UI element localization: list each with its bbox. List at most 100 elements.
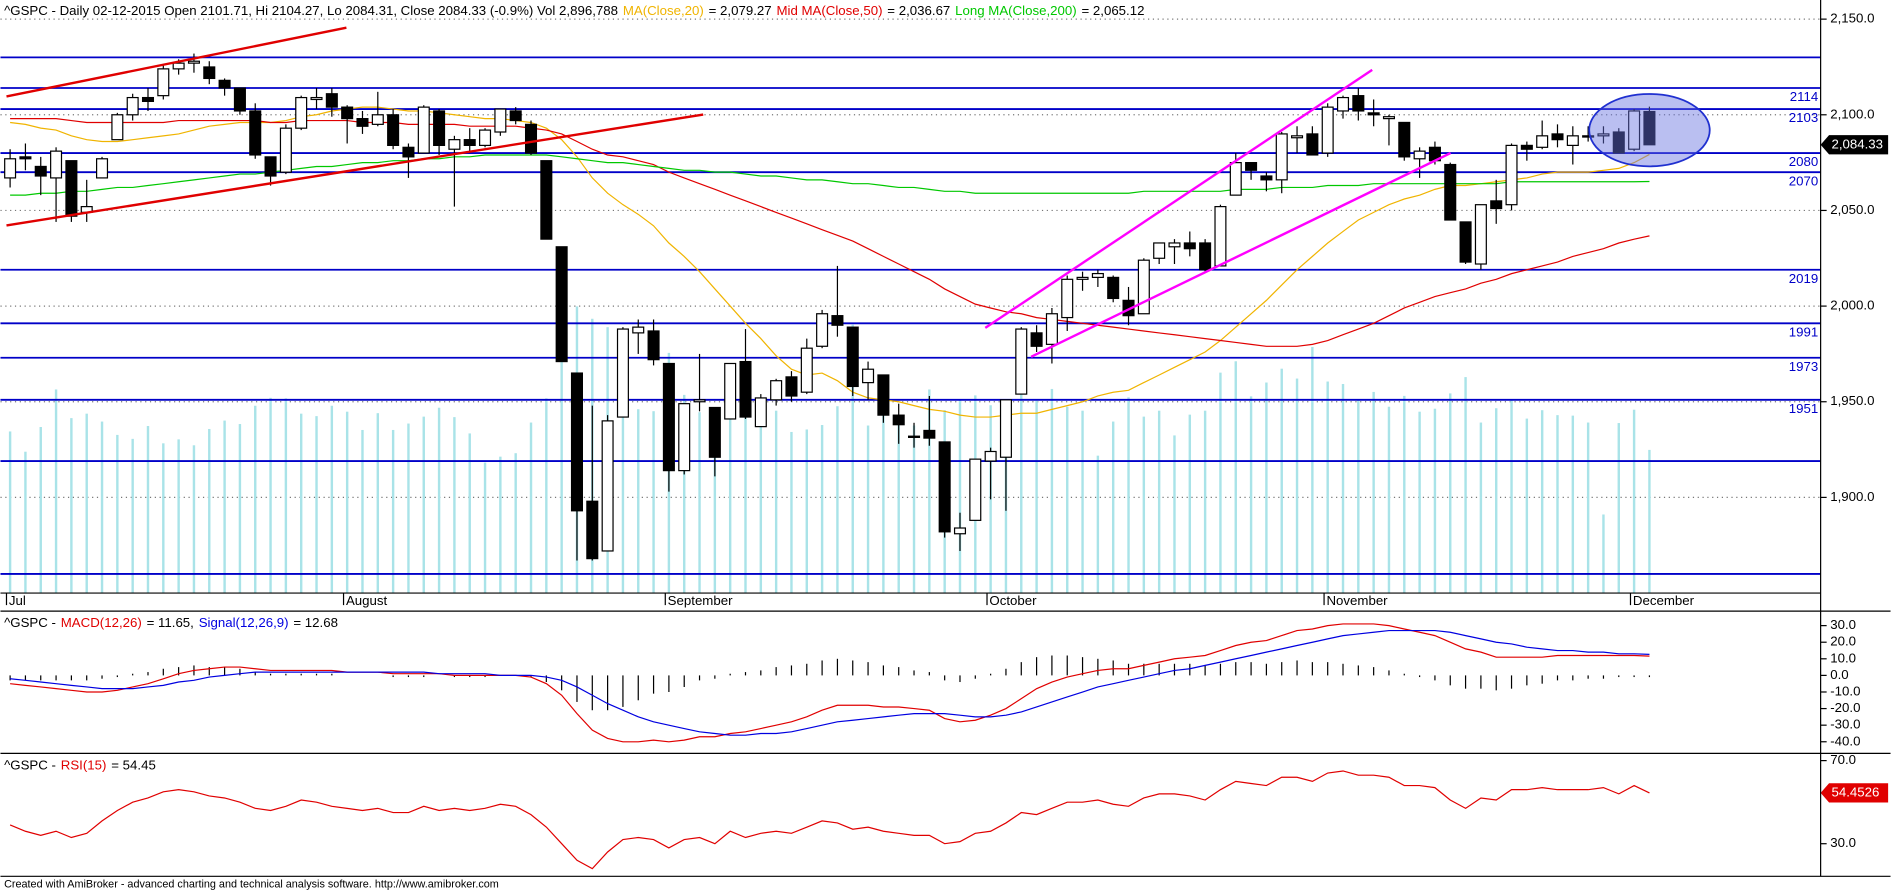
trend-line <box>6 26 347 98</box>
candle-body <box>1643 110 1656 146</box>
candle-body <box>341 106 354 120</box>
volume-bar <box>177 439 180 594</box>
y-tick-label: 30.0 <box>1830 617 1856 632</box>
candle-body <box>1291 135 1304 139</box>
candle-body <box>923 429 936 439</box>
candle-body <box>1061 278 1074 319</box>
volume-bar <box>330 405 334 594</box>
volume-bar <box>1510 399 1513 594</box>
candle-body <box>1015 328 1028 395</box>
candle-body <box>509 110 522 122</box>
y-tick-label: 2,100.0 <box>1830 106 1874 121</box>
volume-bar <box>683 394 686 594</box>
volume-bar <box>1188 414 1192 594</box>
candle-body <box>862 368 875 384</box>
header-title: ^GSPC - <box>4 615 56 630</box>
candle-body <box>1582 135 1595 138</box>
candle-body <box>877 374 890 416</box>
volume-bar <box>514 453 517 594</box>
legend-value: = 54.45 <box>111 757 156 772</box>
candle-body <box>65 160 78 217</box>
volume-bar <box>652 411 655 594</box>
volume-bar <box>100 421 104 594</box>
last-value-label: 54.4526 <box>1831 784 1879 799</box>
candle-body <box>50 150 63 179</box>
candle-body <box>187 60 200 64</box>
candle-body <box>1566 135 1579 146</box>
candle-body <box>1214 206 1227 267</box>
candle-body <box>279 127 292 173</box>
volume-bar <box>269 397 272 594</box>
candle-body <box>1153 242 1166 259</box>
candle-body <box>785 376 798 397</box>
x-tick-label: Jul <box>9 593 26 608</box>
volume-bar <box>1648 449 1651 594</box>
candle-body <box>999 399 1012 458</box>
indicator-line <box>9 770 1650 870</box>
level-label: 2070 <box>1789 173 1818 188</box>
candle-body <box>19 156 32 160</box>
candle-body <box>325 93 338 108</box>
volume-bar <box>1096 455 1100 594</box>
candle-body <box>1352 95 1365 112</box>
candle-body <box>1382 116 1395 120</box>
indicator-line <box>10 118 1650 347</box>
candle-body <box>1306 133 1319 156</box>
annotations <box>6 26 1711 358</box>
candle-body <box>1199 242 1212 271</box>
volume-bar <box>820 425 824 594</box>
footer: Created with AmiBroker - advanced charti… <box>4 879 499 891</box>
candle-body <box>1030 332 1043 347</box>
y-tick-label: 1,950.0 <box>1830 393 1874 408</box>
candle-body <box>1520 144 1533 150</box>
volume-bar <box>836 406 839 594</box>
candle-body <box>892 414 905 426</box>
volume-bar <box>131 438 134 594</box>
y-tick-label: 1,900.0 <box>1830 489 1874 504</box>
volume-bar <box>529 422 533 594</box>
indicator-line <box>10 623 1650 743</box>
y-tick-label: 30.0 <box>1830 835 1856 850</box>
volume-bar <box>621 350 625 594</box>
candle-body <box>1628 110 1641 150</box>
x-tick-label: November <box>1326 593 1388 608</box>
volume-bar <box>1020 383 1023 594</box>
candle-body <box>1168 242 1181 248</box>
level-label: 1973 <box>1789 359 1818 374</box>
volume-bar <box>637 409 640 594</box>
volume-bar <box>422 416 425 594</box>
volume-bar <box>499 456 502 594</box>
volume-bar <box>223 420 226 594</box>
volume-bar <box>54 389 58 594</box>
candle-body <box>1321 106 1334 154</box>
y-tick-label: -20.0 <box>1830 700 1860 715</box>
level-label: 2019 <box>1789 271 1818 286</box>
x-tick-label: August <box>346 593 388 608</box>
legend-value: = 12.68 <box>293 615 338 630</box>
candle-body <box>1336 96 1350 112</box>
level-label: 2103 <box>1789 110 1818 125</box>
candle-body <box>647 330 660 361</box>
volume-bar <box>1357 399 1360 594</box>
candle-body <box>770 380 783 401</box>
candle-body <box>907 435 921 438</box>
candle-body <box>1398 121 1411 158</box>
volume-bar <box>1586 422 1590 594</box>
volume-bar <box>897 423 900 594</box>
volume-bar <box>1142 416 1146 594</box>
y-tick-label: 10.0 <box>1830 650 1856 665</box>
volume-bar <box>744 410 747 594</box>
legend-value: = 2,079.27 <box>709 2 772 17</box>
candle-body <box>693 399 706 403</box>
pane-header: ^GSPC - RSI(15) = 54.45 <box>4 757 156 772</box>
legend-value: = 2,036.67 <box>887 2 950 17</box>
candle-body <box>463 139 476 146</box>
volume-bar <box>1066 406 1069 594</box>
candle-body <box>662 362 675 472</box>
legend-name: RSI(15) <box>61 757 107 772</box>
candle-body <box>1045 313 1058 345</box>
volume-bar <box>1540 410 1544 594</box>
candle-body <box>1597 133 1610 137</box>
candle-body <box>969 458 982 521</box>
volume-bar <box>713 421 717 594</box>
